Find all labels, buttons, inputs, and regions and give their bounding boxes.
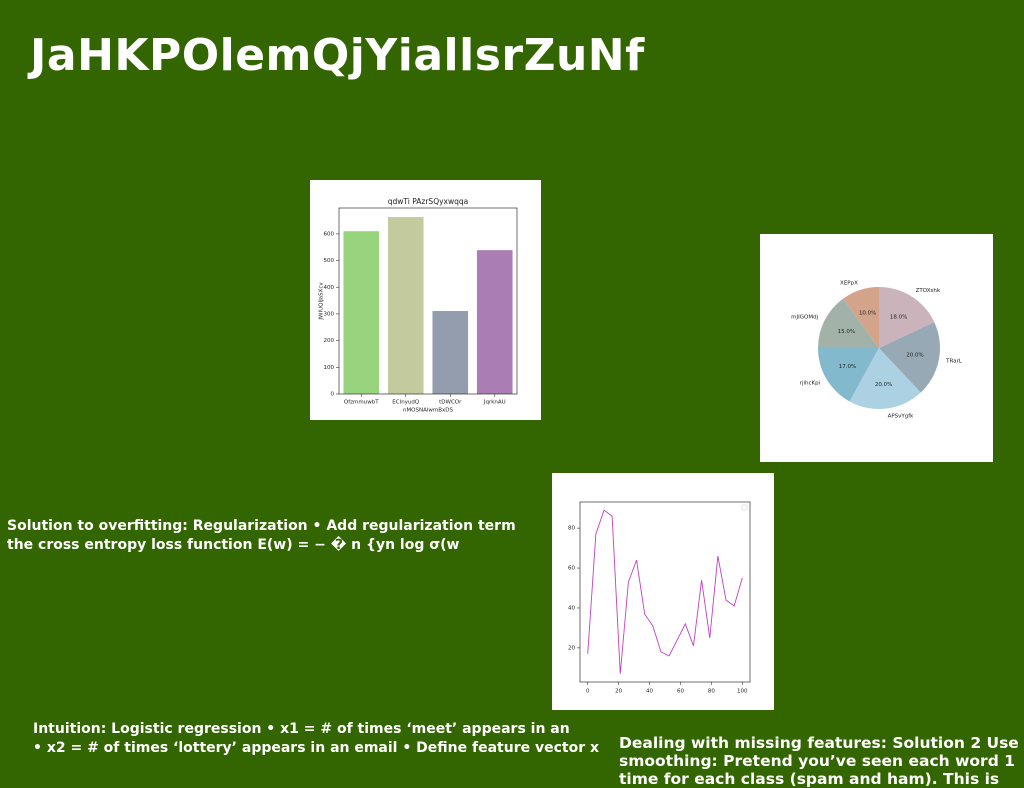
x-axis-label: nMOSNAlwmBxDS xyxy=(403,408,454,414)
pie-slice xyxy=(849,348,921,409)
y-tick-label: 500 xyxy=(324,258,335,264)
text-line: the cross entropy loss function E(w) = −… xyxy=(7,537,460,553)
y-tick-label: 40 xyxy=(568,605,575,611)
y-tick-label: 0 xyxy=(331,392,335,398)
pie-chart: XEPpX 10.0% mJIGOMdj 15.0% rjihcKpi 17.0% APSv… xyxy=(760,234,993,462)
pie-slice xyxy=(879,287,935,348)
slice-value: 20.0% xyxy=(875,382,892,388)
text-line: Intuition: Logistic regression • x1 = # … xyxy=(33,721,570,737)
text-line: time for each class (spam and ham). This… xyxy=(619,770,1000,788)
x-tick-label: 40 xyxy=(646,689,653,695)
slice-label: ZTOXshk xyxy=(916,288,941,294)
text-block: Intuition: Logistic regression • x1 = # … xyxy=(33,720,599,758)
y-tick-label: 300 xyxy=(324,311,335,317)
slice-value: 17.0% xyxy=(839,364,856,370)
bar xyxy=(387,217,424,394)
slice-label: TRarL xyxy=(945,358,963,364)
bar xyxy=(476,250,513,394)
slice-value: 20.0% xyxy=(906,352,923,358)
line-series xyxy=(587,509,743,674)
slice-value: 10.0% xyxy=(859,311,876,317)
text-line: • x2 = # of times ‘lottery’ appears in a… xyxy=(33,740,600,756)
slide-title: JaHKPOlemQjYiallsrZuNf xyxy=(30,30,645,81)
text-line: smoothing: Pretend you’ve seen each word… xyxy=(619,752,1015,770)
y-tick-label: 600 xyxy=(324,231,335,237)
pie-slice xyxy=(843,287,879,348)
pie-slice xyxy=(879,322,940,393)
plot-frame xyxy=(579,501,751,683)
y-tick-label: 200 xyxy=(324,338,335,344)
bar xyxy=(343,231,380,394)
y-tick-label: 400 xyxy=(324,285,335,291)
slice-label: mJIGOMdj xyxy=(791,314,818,320)
text-block: Dealing with missing features: Solution … xyxy=(619,734,1019,788)
x-tick-label: ECInyudQ xyxy=(392,400,420,406)
bar-chart: qdwTi PAzrSQyxwqqa OfzmmuwbT ECInyudQ tDWCO… xyxy=(310,180,541,420)
slice-label: rjihcKpi xyxy=(800,380,821,386)
y-tick-label: 80 xyxy=(568,526,575,532)
y-tick-label: 60 xyxy=(568,566,575,572)
x-tick-label: JqrknAU xyxy=(483,400,506,406)
x-tick-label: 20 xyxy=(615,689,622,695)
x-tick-label: 100 xyxy=(737,689,748,695)
text-line: Solution to overfitting: Regularization … xyxy=(7,518,516,534)
pie-slice xyxy=(818,348,879,402)
slice-value: 18.0% xyxy=(890,315,907,321)
chart-title: qdwTi PAzrSQyxwqqa xyxy=(388,197,468,206)
x-tick-label: 60 xyxy=(677,689,684,695)
pie-slice xyxy=(818,298,879,348)
x-tick-label: 0 xyxy=(586,689,590,695)
text-block: Solution to overfitting: Regularization … xyxy=(7,517,516,555)
legend-box xyxy=(741,504,748,511)
slice-label: APSvYgfk xyxy=(888,413,915,419)
x-tick-label: OfzmmuwbT xyxy=(344,400,379,406)
x-tick-label: tDWCOr xyxy=(439,400,462,406)
bar xyxy=(432,311,469,394)
line-chart: 0 20 40 60 80 100 20 40 60 80 xyxy=(552,473,774,710)
text-line: Dealing with missing features: Solution … xyxy=(619,734,1019,752)
y-tick-label: 100 xyxy=(324,365,335,371)
y-axis-label: JWIUQIJaSXcv xyxy=(319,282,325,321)
y-tick-label: 20 xyxy=(568,645,575,651)
x-tick-label: 80 xyxy=(708,689,715,695)
slice-value: 15.0% xyxy=(838,329,855,335)
plot-frame xyxy=(338,207,518,395)
slice-label: XEPpX xyxy=(840,281,858,287)
